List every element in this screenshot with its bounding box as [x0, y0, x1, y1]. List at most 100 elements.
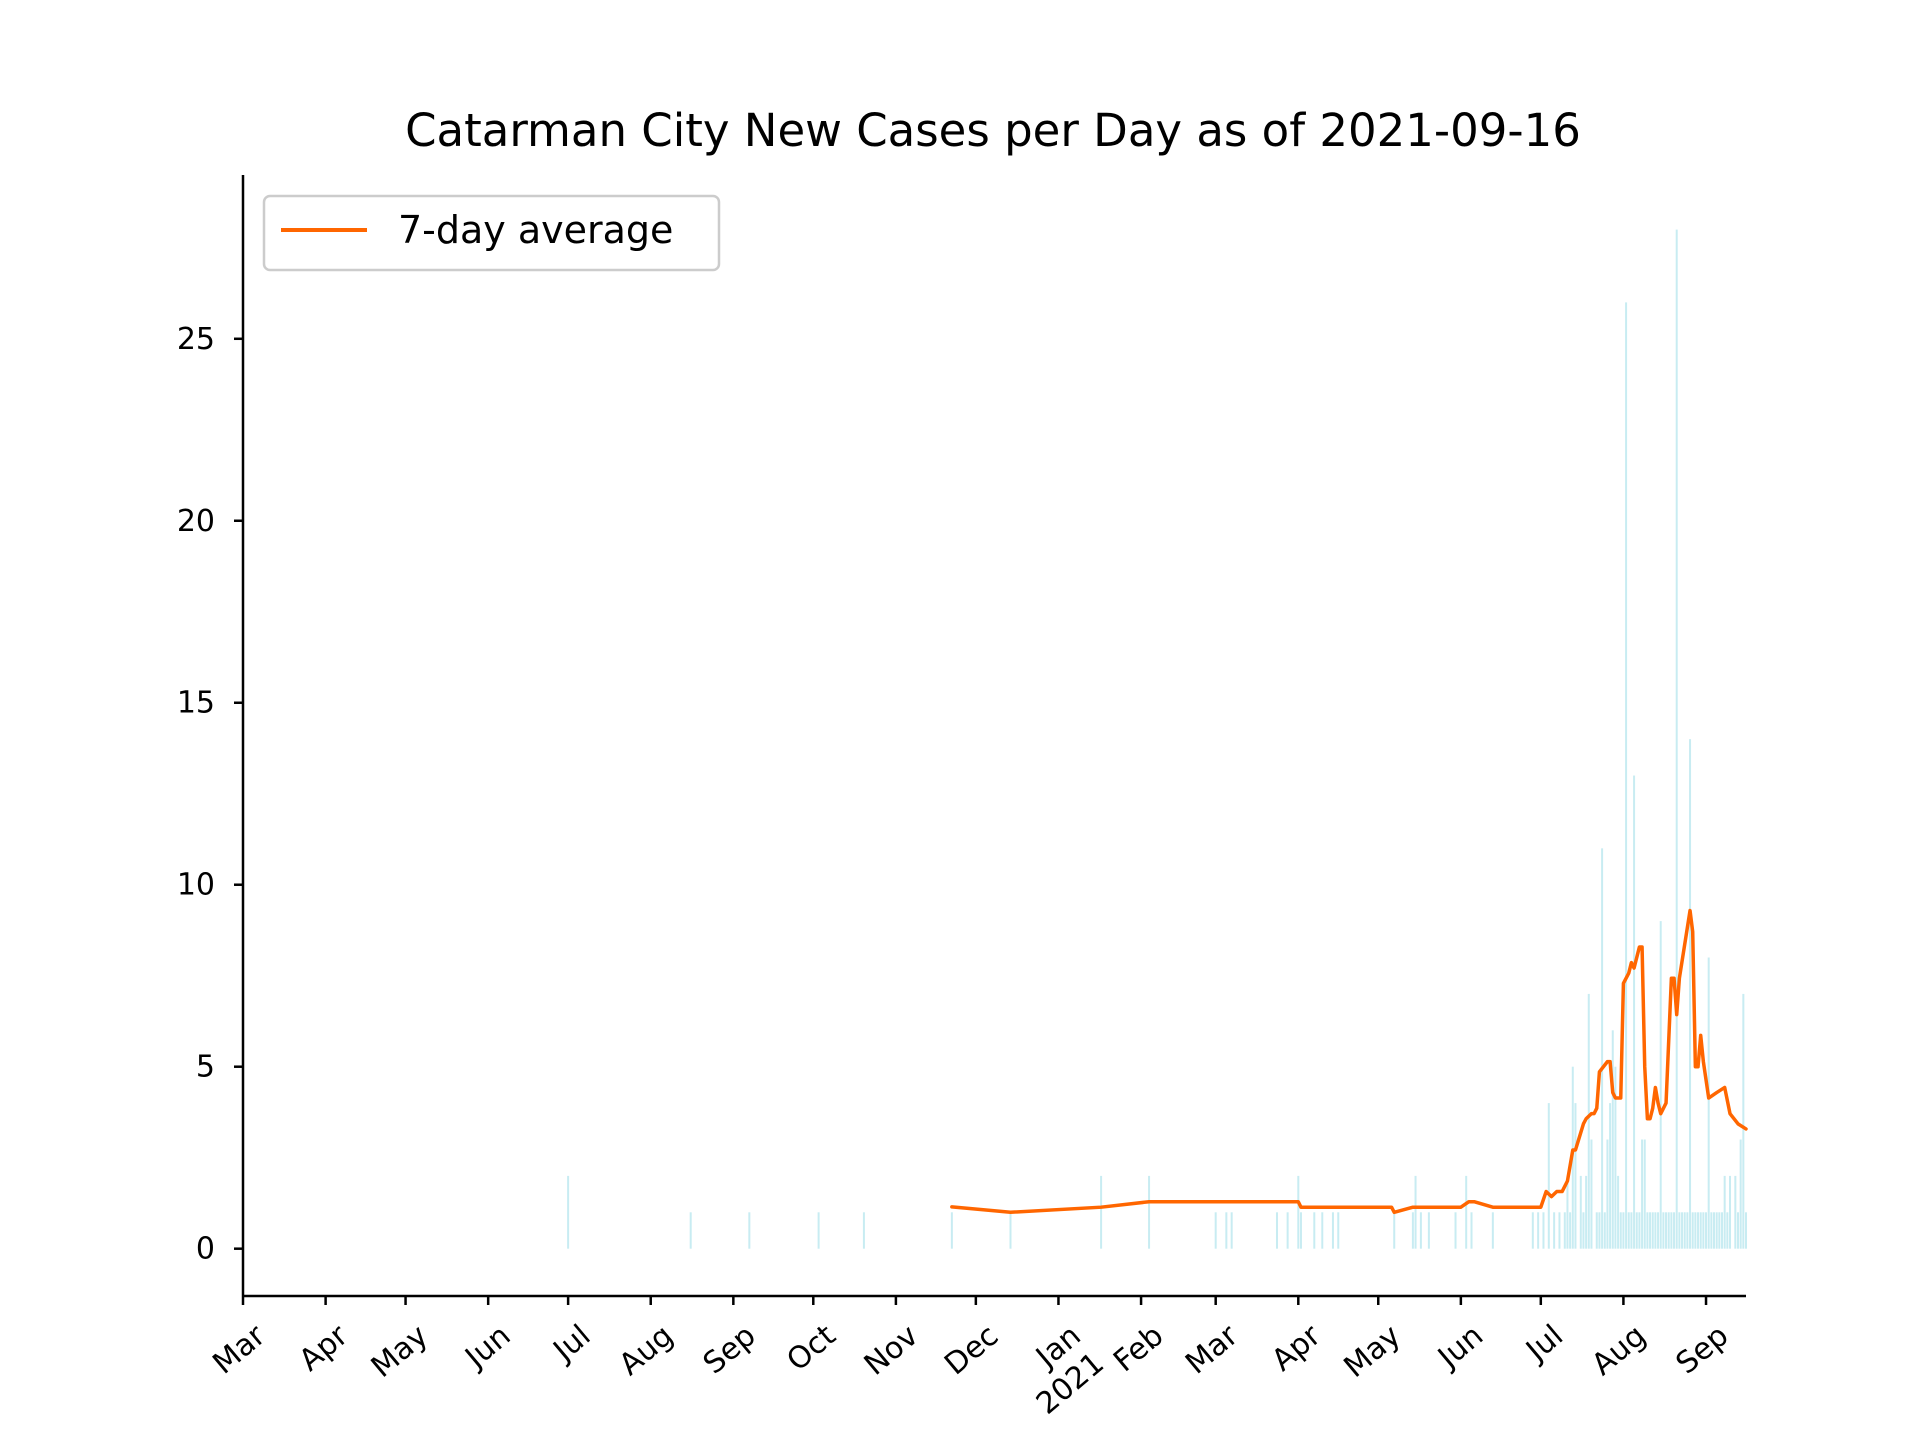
daily-case-bar — [1275, 1212, 1278, 1249]
daily-case-bar — [1337, 1212, 1340, 1249]
daily-case-bar — [1622, 1212, 1625, 1249]
daily-case-bar — [1705, 1212, 1708, 1249]
daily-case-bar — [1537, 1212, 1540, 1249]
y-tick-label: 25 — [177, 322, 215, 357]
daily-case-bar — [1299, 1212, 1302, 1249]
y-tick-label: 10 — [177, 868, 215, 903]
daily-case-bar — [817, 1212, 820, 1249]
daily-case-bar — [1619, 1212, 1622, 1249]
daily-case-bar — [1707, 957, 1710, 1249]
daily-case-bar — [1649, 1212, 1652, 1249]
daily-case-bar — [1542, 1212, 1545, 1249]
daily-case-bar — [1491, 1212, 1494, 1249]
daily-case-bar — [1286, 1212, 1289, 1249]
bars-layer — [567, 229, 1747, 1249]
daily-case-bar — [1454, 1212, 1457, 1249]
daily-case-bar — [1726, 1212, 1729, 1249]
daily-case-bar — [1427, 1212, 1430, 1249]
daily-case-bar — [1657, 1212, 1660, 1249]
daily-case-bar — [1609, 1103, 1612, 1249]
daily-case-bar — [1729, 1175, 1732, 1249]
daily-case-bar — [1148, 1175, 1151, 1249]
daily-case-bar — [1321, 1212, 1324, 1249]
daily-case-bar — [1737, 1212, 1740, 1249]
legend: 7-day average — [262, 194, 721, 272]
daily-case-bar — [1100, 1175, 1103, 1249]
daily-case-bar — [1697, 1212, 1700, 1249]
y-tick-label: 15 — [177, 686, 215, 721]
daily-case-bar — [1673, 1212, 1676, 1249]
daily-case-bar — [1601, 848, 1604, 1249]
daily-case-bar — [1665, 1212, 1668, 1249]
daily-case-bar — [1470, 1212, 1473, 1249]
legend-box — [262, 194, 721, 272]
daily-case-bar — [1627, 1212, 1630, 1249]
daily-case-bar — [1566, 1175, 1569, 1249]
daily-case-bar — [1603, 1212, 1606, 1249]
daily-case-bar — [1686, 1212, 1689, 1249]
daily-case-bar — [1678, 1212, 1681, 1249]
daily-case-bar — [1721, 1212, 1724, 1249]
daily-case-bar — [1587, 993, 1590, 1249]
daily-case-bar — [1393, 1212, 1396, 1249]
daily-case-bar — [1414, 1175, 1417, 1249]
y-tick-label: 20 — [177, 504, 215, 539]
daily-case-bar — [1574, 1103, 1577, 1249]
seven-day-average-line — [950, 908, 1748, 1215]
daily-case-bar — [1734, 1175, 1737, 1249]
daily-case-bar — [1745, 1212, 1747, 1249]
daily-case-bar — [1579, 1175, 1582, 1249]
daily-case-bar — [1646, 1212, 1649, 1249]
daily-case-bar — [1723, 1175, 1726, 1249]
daily-case-bar — [748, 1212, 751, 1249]
daily-case-bar — [1606, 1139, 1609, 1249]
y-tick-label: 0 — [196, 1232, 215, 1267]
daily-case-bar — [567, 1175, 570, 1249]
daily-case-bar — [1313, 1212, 1316, 1249]
daily-case-bar — [1713, 1212, 1716, 1249]
daily-case-bar — [1563, 1212, 1566, 1249]
daily-case-bar — [1590, 1139, 1593, 1249]
y-tick-label: 5 — [196, 1050, 215, 1085]
daily-case-bar — [1651, 1212, 1654, 1249]
daily-case-bar — [1710, 1212, 1713, 1249]
daily-case-bar — [1662, 1212, 1665, 1249]
daily-case-bar — [1641, 1139, 1644, 1249]
daily-case-bar — [950, 1212, 953, 1249]
daily-case-bar — [1585, 1175, 1588, 1249]
chart-title: Catarman City New Cases per Day as of 20… — [405, 104, 1581, 157]
daily-case-bar — [1689, 739, 1692, 1249]
daily-case-bar — [1225, 1212, 1228, 1249]
daily-case-bar — [1531, 1212, 1534, 1249]
daily-case-bar — [1718, 1212, 1721, 1249]
legend-label: 7-day average — [398, 208, 673, 252]
daily-case-bar — [1297, 1175, 1300, 1249]
daily-case-bar — [1419, 1212, 1422, 1249]
daily-case-bar — [1699, 1212, 1702, 1249]
daily-case-bar — [1694, 1212, 1697, 1249]
daily-case-bar — [1230, 1212, 1233, 1249]
daily-case-bar — [1670, 1212, 1673, 1249]
daily-case-bar — [1742, 993, 1745, 1249]
daily-case-bar — [1638, 1212, 1641, 1249]
daily-case-bar — [1675, 229, 1678, 1249]
daily-case-bar — [1595, 1212, 1598, 1249]
daily-case-bar — [1659, 921, 1662, 1249]
daily-case-bar — [1681, 1212, 1684, 1249]
daily-case-bar — [1411, 1212, 1414, 1249]
daily-case-bar — [1009, 1212, 1012, 1249]
daily-case-bar — [1547, 1103, 1550, 1249]
daily-case-bar — [1553, 1212, 1556, 1249]
y-axis-ticks: 0 5 10 15 20 25 — [177, 322, 243, 1267]
daily-case-bar — [1582, 1212, 1585, 1249]
daily-case-bar — [1654, 1212, 1657, 1249]
daily-case-bar — [689, 1212, 692, 1249]
daily-case-bar — [1625, 302, 1628, 1249]
daily-case-bar — [1739, 1139, 1742, 1249]
daily-case-bar — [1715, 1212, 1718, 1249]
daily-case-bar — [1683, 1212, 1686, 1249]
daily-case-bar — [1643, 1139, 1646, 1249]
daily-case-bar — [1633, 775, 1636, 1249]
daily-case-bar — [1598, 1212, 1601, 1249]
daily-case-bar — [1667, 1212, 1670, 1249]
